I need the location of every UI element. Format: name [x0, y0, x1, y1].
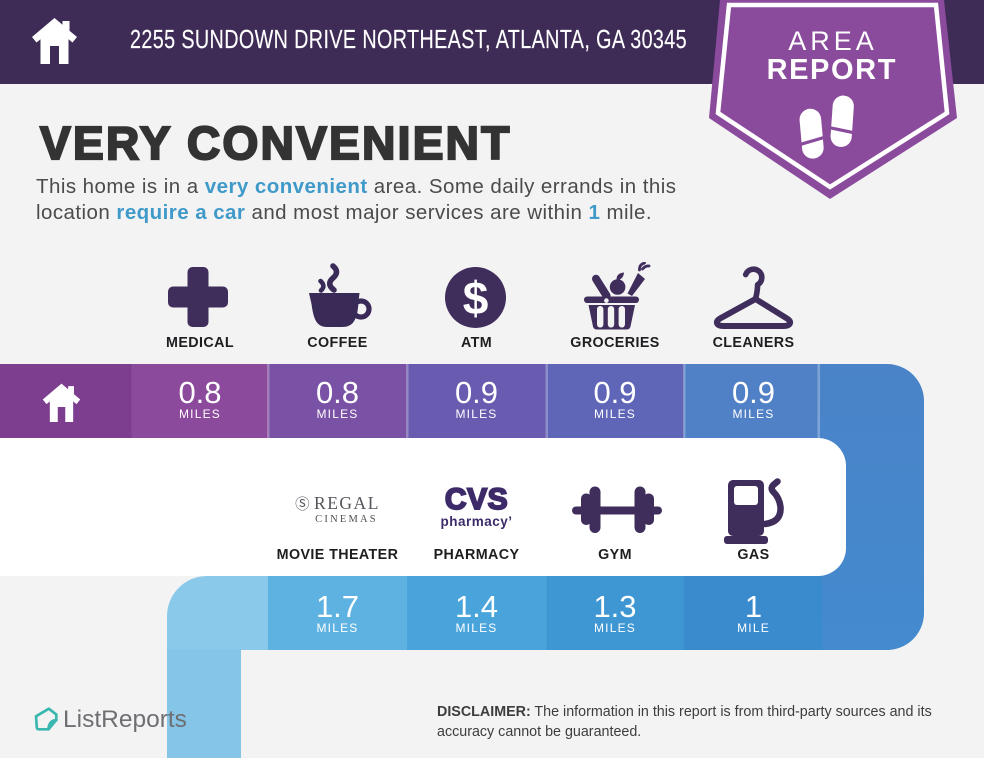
svg-text:$: $	[463, 272, 489, 324]
